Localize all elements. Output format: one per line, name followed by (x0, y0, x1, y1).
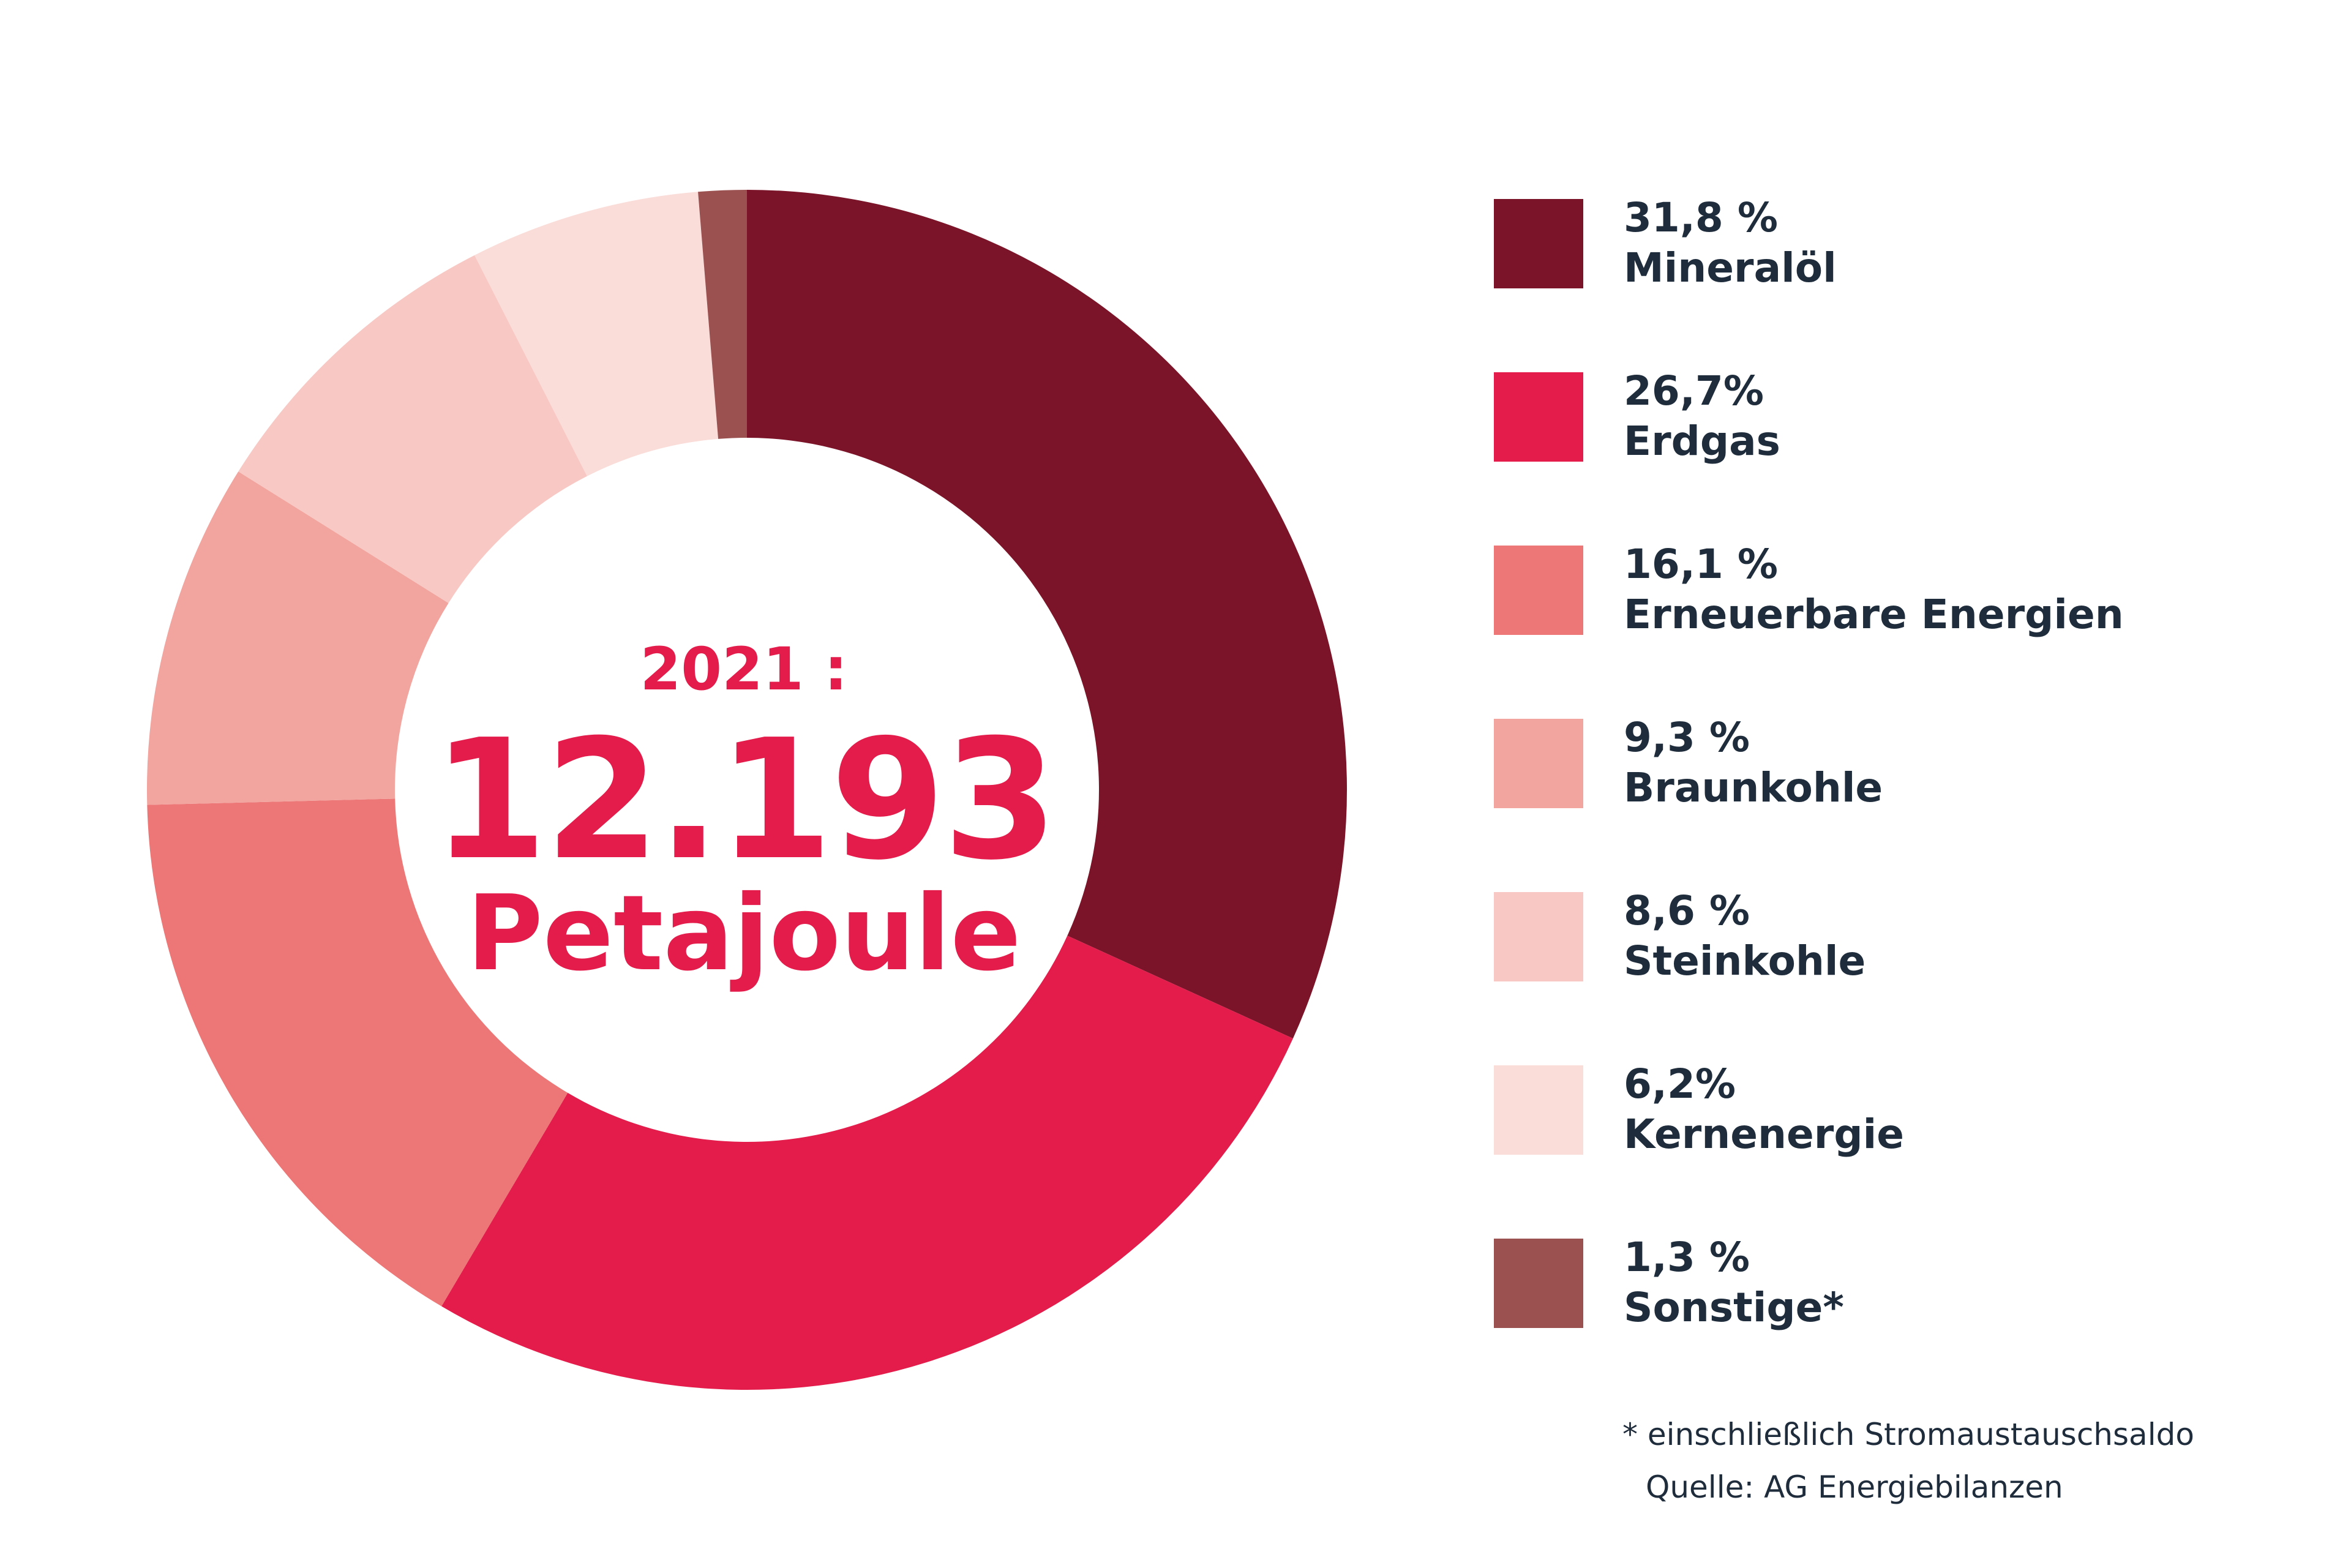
legend-percent: 26,7% (1624, 367, 1764, 415)
legend: 31,8 % Mineralöl 26,7% Erdgas 16,1 % Ern… (1494, 194, 2339, 1412)
legend-percent: 6,2% (1624, 1060, 1736, 1108)
center-unit-label: Petajoule (467, 873, 1021, 994)
legend-item-braunkohle: 9,3 % Braunkohle (1494, 714, 2339, 892)
legend-item-erdgas: 26,7% Erdgas (1494, 367, 2339, 546)
legend-label: Braunkohle (1624, 764, 1883, 811)
legend-percent: 1,3 % (1624, 1234, 1750, 1281)
legend-item-mineraloel: 31,8 % Mineralöl (1494, 194, 2339, 372)
legend-label: Mineralöl (1624, 244, 1837, 291)
legend-percent: 31,8 % (1624, 194, 1778, 241)
legend-percent: 16,1 % (1624, 541, 1778, 588)
center-total-value: 12.193 (432, 703, 1058, 896)
footnote-source: Quelle: AG Energiebilanzen (1646, 1469, 2063, 1505)
legend-label: Erdgas (1624, 418, 1780, 465)
legend-percent: 8,6 % (1624, 887, 1750, 934)
legend-swatch (1494, 892, 1583, 981)
legend-swatch (1494, 199, 1583, 288)
donut-slice-mineralöl (747, 190, 1347, 1039)
legend-swatch (1494, 1239, 1583, 1328)
donut-slice-sonstige (698, 190, 747, 439)
legend-percent: 9,3 % (1624, 714, 1750, 761)
legend-item-steinkohle: 8,6 % Steinkohle (1494, 887, 2339, 1065)
legend-label: Sonstige* (1624, 1284, 1844, 1331)
legend-swatch (1494, 546, 1583, 635)
donut-slice-erdgas (441, 936, 1293, 1390)
legend-label: Erneuerbare Energien (1624, 591, 2124, 638)
legend-item-sonstige: 1,3 % Sonstige* (1494, 1234, 2339, 1412)
center-year-label: 2021 : (640, 635, 848, 703)
legend-label: Steinkohle (1624, 937, 1866, 985)
legend-item-erneuerbare: 16,1 % Erneuerbare Energien (1494, 541, 2339, 719)
donut-slice-steinkohle (238, 255, 587, 603)
legend-label: Kernenergie (1624, 1111, 1904, 1158)
donut-slice-kernenergie (474, 192, 719, 476)
donut-slices (147, 190, 1347, 1390)
donut-slice-braunkohle (147, 471, 449, 805)
donut-slice-erneuerbare-energien (147, 798, 568, 1307)
legend-item-kernenergie: 6,2% Kernenergie (1494, 1060, 2339, 1239)
legend-swatch (1494, 372, 1583, 462)
legend-swatch (1494, 1065, 1583, 1155)
footnote-stromaustausch: * einschließlich Stromaustauschsaldo (1622, 1417, 2194, 1452)
legend-swatch (1494, 719, 1583, 808)
